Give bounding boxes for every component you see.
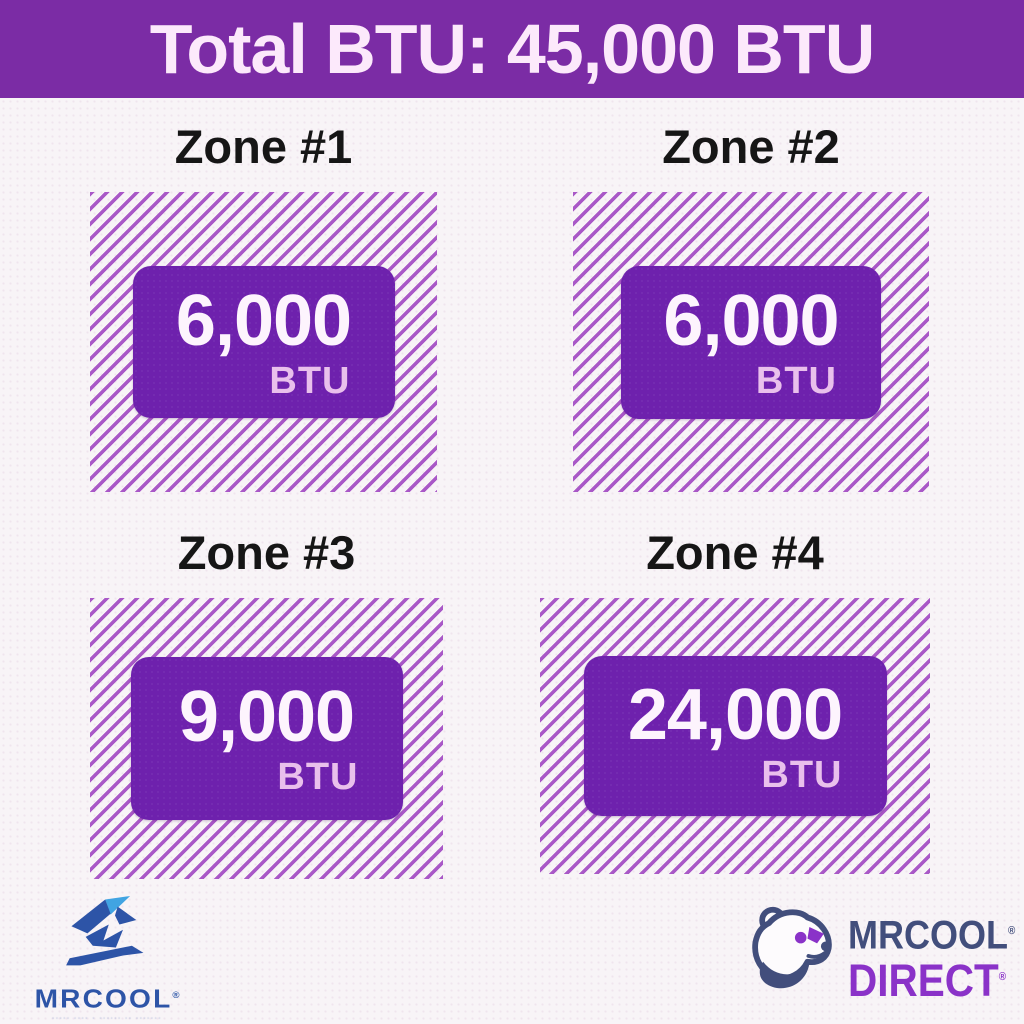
zone-3-btu-value: 9,000: [178, 677, 355, 757]
zone-2-panel: Zone #2 6,000 BTU: [573, 120, 929, 492]
zone-3-panel: Zone #3 9,000 BTU: [90, 526, 443, 879]
zone-1-panel: Zone #1 6,000 BTU: [90, 120, 437, 492]
mrcool-bear-icon: [51, 896, 163, 981]
mrcool-tagline-illegible: ····· ···· · ······ ·· ·······: [51, 1014, 162, 1022]
mrcool-wordmark: MRCOOL®: [34, 983, 180, 1014]
zone-2-title: Zone #2: [662, 120, 840, 173]
zone-4-btu-unit: BTU: [761, 753, 843, 796]
zone-1-hatch-area: 6,000 BTU: [90, 192, 437, 492]
zone-1-btu-card: 6,000 BTU: [132, 266, 395, 418]
zone-1-title: Zone #1: [174, 120, 353, 173]
zone-3-hatch-area: 9,000 BTU: [90, 598, 443, 879]
total-btu-banner: Total BTU: 45,000 BTU: [0, 0, 1024, 98]
direct-logo-line2: DIRECT®: [848, 954, 1007, 1006]
mrcool-direct-logo: MRCOOL® DIRECT®: [740, 902, 1024, 1013]
zone-3-btu-unit: BTU: [277, 756, 359, 798]
direct-logo-line1: MRCOOL®: [848, 913, 1016, 958]
zone-3-btu-card: 9,000 BTU: [130, 657, 403, 820]
mrcool-direct-bear-icon: [740, 902, 846, 1013]
zone-2-hatch-area: 6,000 BTU: [573, 192, 929, 492]
zone-1-btu-unit: BTU: [269, 359, 351, 402]
zone-2-btu-card: 6,000 BTU: [621, 265, 881, 419]
zone-4-panel: Zone #4 24,000 BTU: [540, 526, 930, 874]
registered-mark: ®: [998, 970, 1007, 983]
zone-2-btu-value: 6,000: [663, 280, 839, 361]
zone-3-title: Zone #3: [177, 526, 356, 579]
zone-2-btu-unit: BTU: [755, 359, 837, 402]
zone-4-hatch-area: 24,000 BTU: [540, 598, 930, 874]
zone-1-btu-value: 6,000: [175, 280, 352, 361]
registered-mark: ®: [1007, 925, 1016, 938]
mrcool-logo: MRCOOL® ····· ···· · ······ ·· ·······: [28, 896, 186, 1022]
registered-mark: ®: [172, 990, 180, 1000]
zone-4-title: Zone #4: [646, 526, 824, 579]
zone-4-btu-value: 24,000: [627, 674, 843, 755]
total-btu-title: Total BTU: 45,000 BTU: [149, 10, 875, 88]
mrcool-direct-wordmark: MRCOOL® DIRECT®: [848, 912, 1016, 1006]
zone-4-btu-card: 24,000 BTU: [583, 656, 887, 816]
